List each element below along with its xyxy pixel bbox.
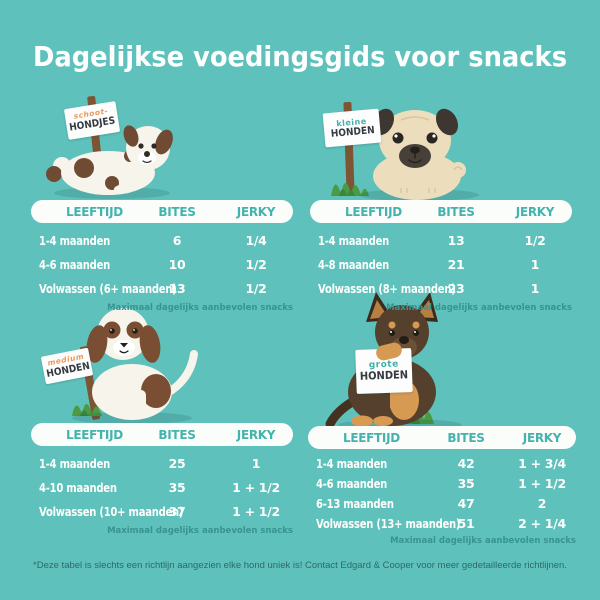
bites-cell: 10 <box>168 256 186 272</box>
jerky-cell: 2 <box>537 495 547 511</box>
age-cell: Volwassen (10+ maanden) <box>39 503 184 519</box>
age-cell: 1-4 maanden <box>318 232 390 248</box>
table-row: Volwassen (10+ maanden) 37 1 + 1/2 <box>31 499 293 523</box>
table-body: 1-4 maanden 25 1 4-10 maanden 35 1 + 1/2… <box>31 451 293 523</box>
column-header-jerky: JERKY <box>515 204 555 219</box>
jerky-cell: 1 + 1/2 <box>232 503 280 519</box>
age-cell: Volwassen (6+ maanden) <box>39 280 177 296</box>
table-note: Maximaal dagelijks aanbevolen snacks <box>107 526 293 536</box>
sign-big-label: HONDEN <box>359 368 409 383</box>
dog <box>359 108 479 201</box>
table-note: Maximaal dagelijks aanbevolen snacks <box>390 536 576 546</box>
table-row: 1-4 maanden 42 1 + 3/4 <box>308 453 576 473</box>
age-cell: 1-4 maanden <box>316 455 388 471</box>
age-cell: 4-6 maanden <box>39 256 111 272</box>
grote-honden-table: LEEFTIJD BITES JERKY 1-4 maanden 42 1 + … <box>308 426 576 546</box>
table-body: 1-4 maanden 6 1/4 4-6 maanden 10 1/2 Vol… <box>31 228 293 300</box>
table-row: 1-4 maanden 25 1 <box>31 451 293 475</box>
age-cell: 4-6 maanden <box>316 475 388 491</box>
age-cell: Volwassen (13+ maanden) <box>316 515 461 531</box>
age-cell: 1-4 maanden <box>39 232 111 248</box>
table-header: LEEFTIJD BITES JERKY <box>308 426 576 449</box>
age-cell: 4-10 maanden <box>39 479 117 495</box>
jerky-cell: 1 <box>530 256 540 272</box>
bites-cell: 25 <box>168 455 186 471</box>
jerky-cell: 2 + 1/4 <box>518 515 566 531</box>
spotted-puppy-illustration <box>46 96 173 199</box>
bites-cell: 42 <box>457 455 475 471</box>
column-header-jerky: JERKY <box>236 204 276 219</box>
spaniel-illustration <box>72 308 198 424</box>
column-header-jerky: JERKY <box>522 430 562 445</box>
schoothondjes-table: LEEFTIJD BITES JERKY 1-4 maanden 6 1/4 4… <box>31 200 293 313</box>
jerky-cell: 1/2 <box>245 280 267 296</box>
table-header: LEEFTIJD BITES JERKY <box>31 423 293 446</box>
jerky-cell: 1 + 3/4 <box>518 455 566 471</box>
column-header-age: LEEFTIJD <box>343 430 400 445</box>
table-note: Maximaal dagelijks aanbevolen snacks <box>107 303 293 313</box>
bites-cell: 23 <box>447 280 465 296</box>
column-header-age: LEEFTIJD <box>66 204 123 219</box>
page-title: Dagelijkse voedingsgids voor snacks <box>32 40 568 73</box>
jerky-cell: 1 <box>251 455 261 471</box>
column-header-bites: BITES <box>158 204 196 219</box>
bites-cell: 35 <box>168 479 186 495</box>
jerky-cell: 1 + 1/2 <box>518 475 566 491</box>
grass <box>331 183 369 196</box>
kleine-honden-table: LEEFTIJD BITES JERKY 1-4 maanden 13 1/2 … <box>310 200 572 313</box>
table-row: 4-6 maanden 10 1/2 <box>31 252 293 276</box>
bites-cell: 21 <box>447 256 465 272</box>
table-row: 1-4 maanden 6 1/4 <box>31 228 293 252</box>
table-row: Volwassen (8+ maanden) 23 1 <box>310 276 572 300</box>
bites-cell: 51 <box>457 515 475 531</box>
table-row: Volwassen (13+ maanden) 51 2 + 1/4 <box>308 513 576 533</box>
jerky-cell: 1 + 1/2 <box>232 479 280 495</box>
column-header-age: LEEFTIJD <box>66 427 123 442</box>
jerky-cell: 1/2 <box>524 232 546 248</box>
table-body: 1-4 maanden 13 1/2 4-8 maanden 21 1 Volw… <box>310 228 572 300</box>
table-row: 1-4 maanden 13 1/2 <box>310 228 572 252</box>
column-header-jerky: JERKY <box>236 427 276 442</box>
medium-honden-table: LEEFTIJD BITES JERKY 1-4 maanden 25 1 4-… <box>31 423 293 536</box>
table-body: 1-4 maanden 42 1 + 3/4 4-6 maanden 35 1 … <box>308 453 576 533</box>
bites-cell: 47 <box>457 495 475 511</box>
bites-cell: 6 <box>172 232 182 248</box>
bites-cell: 13 <box>168 280 186 296</box>
column-header-age: LEEFTIJD <box>345 204 402 219</box>
table-row: 4-8 maanden 21 1 <box>310 252 572 276</box>
age-cell: 4-8 maanden <box>318 256 390 272</box>
table-row: 4-10 maanden 35 1 + 1/2 <box>31 475 293 499</box>
bites-cell: 35 <box>457 475 475 491</box>
column-header-bites: BITES <box>158 427 196 442</box>
table-row: 4-6 maanden 35 1 + 1/2 <box>308 473 576 493</box>
disclaimer-footnote: *Deze tabel is slechts een richtlijn aan… <box>33 560 567 571</box>
table-header: LEEFTIJD BITES JERKY <box>310 200 572 223</box>
column-header-bites: BITES <box>447 430 485 445</box>
table-row: Volwassen (6+ maanden) 13 1/2 <box>31 276 293 300</box>
column-header-bites: BITES <box>437 204 475 219</box>
sign-big-label: HONDEN <box>330 124 375 140</box>
table-header: LEEFTIJD BITES JERKY <box>31 200 293 223</box>
jerky-cell: 1/4 <box>245 232 267 248</box>
bites-cell: 13 <box>447 232 465 248</box>
age-cell: Volwassen (8+ maanden) <box>318 280 456 296</box>
dog <box>72 308 198 424</box>
table-note: Maximaal dagelijks aanbevolen snacks <box>386 303 572 313</box>
kleine-honden-sign: kleine HONDEN <box>322 108 382 148</box>
grass <box>72 404 102 416</box>
age-cell: 6-13 maanden <box>316 495 394 511</box>
bites-cell: 37 <box>168 503 186 519</box>
jerky-cell: 1 <box>530 280 540 296</box>
age-cell: 1-4 maanden <box>39 455 111 471</box>
table-row: 6-13 maanden 47 2 <box>308 493 576 513</box>
dog <box>46 125 173 199</box>
pug-illustration <box>331 101 479 201</box>
jerky-cell: 1/2 <box>245 256 267 272</box>
